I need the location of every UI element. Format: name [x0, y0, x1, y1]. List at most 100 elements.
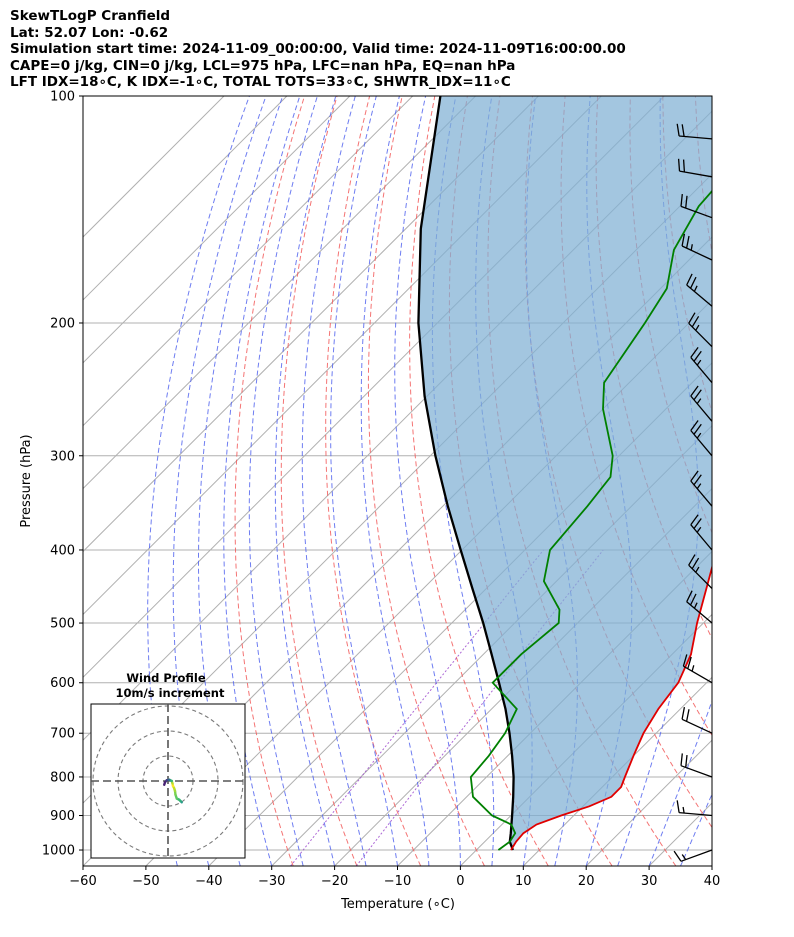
wind-barb — [688, 312, 713, 348]
moist-adiabat-line — [680, 792, 712, 866]
wind-barb-staff — [677, 158, 713, 178]
isotherm-line — [83, 96, 351, 364]
wind-barb-staff — [680, 753, 713, 778]
moist-adiabat-line — [248, 96, 318, 866]
wind-barb — [690, 514, 713, 551]
wind-barb — [676, 123, 713, 140]
index-line: LFT IDX=18∘C, K IDX=-1∘C, TOTAL TOTS=33∘… — [10, 74, 511, 91]
moist-adiabat-line — [617, 96, 699, 866]
axis-ticks: −60 −50 −40 −30 −20 −10 0 10 20 30 40 1000 900 800 700… — [42, 90, 720, 890]
y-axis-label: Pressure (hPa) — [19, 434, 34, 527]
wind-barb — [688, 554, 713, 589]
parcel-profile-line — [417, 96, 515, 851]
wind-barb — [682, 654, 713, 684]
dry-adiabat-line — [728, 96, 794, 866]
wind-barb — [680, 753, 713, 778]
moist-adiabat-line — [330, 96, 398, 866]
dry-adiabat-line — [761, 96, 794, 866]
hodograph-subtitle: 10m/s increment — [116, 686, 225, 700]
y-tick-label: 500 — [50, 617, 75, 632]
moist-adiabat-line — [172, 96, 267, 866]
chart-header: SkewTLogP Cranfield Lat: 52.07 Lon: -0.6… — [10, 8, 626, 91]
hodograph-inset: Wind Profile 10m/s increment — [90, 671, 246, 859]
x-tick-label: −20 — [321, 874, 348, 889]
wind-barb-staff — [686, 590, 713, 624]
wind-barb — [680, 194, 713, 219]
cin-shaded-area — [418, 96, 712, 850]
dry-adiabat-line — [280, 96, 358, 866]
temperature-line — [510, 564, 712, 851]
cape-line: CAPE=0 j/kg, CIN=0 j/kg, LCL=975 hPa, LF… — [10, 57, 516, 74]
wind-barb-staff — [676, 800, 713, 817]
wind-barb — [690, 420, 713, 457]
wind-barb — [681, 233, 713, 261]
hodograph-plot — [91, 704, 245, 858]
x-tick-label: 10 — [515, 874, 532, 889]
wind-barb-staff — [690, 420, 713, 457]
moist-adiabat-line — [744, 96, 794, 866]
y-tick-label: 800 — [50, 770, 75, 785]
wind-barb-staff — [688, 554, 713, 589]
wind-barb-staff — [682, 654, 713, 684]
x-tick-label: 20 — [578, 874, 595, 889]
x-tick-label: −60 — [69, 874, 96, 889]
wind-barb-staff — [690, 347, 713, 384]
x-tick-label: −50 — [132, 874, 159, 889]
x-tick-label: 0 — [456, 874, 464, 889]
wind-barb-staff — [690, 470, 713, 507]
wind-barb — [690, 347, 713, 384]
x-tick-label: 40 — [704, 874, 721, 889]
location-line: Lat: 52.07 Lon: -0.62 — [10, 24, 169, 41]
wind-barb-staff — [686, 273, 713, 307]
y-tick-label: 900 — [50, 809, 75, 824]
dewpoint-line — [469, 189, 712, 851]
isotherm-line — [83, 96, 414, 427]
dry-adiabat-line — [234, 96, 305, 866]
wind-barb — [677, 158, 713, 178]
y-tick-label: 700 — [50, 727, 75, 742]
moist-adiabat-line — [223, 96, 301, 866]
wind-barbs — [673, 123, 713, 862]
moist-adiabat-line — [198, 96, 284, 866]
isotherm-line — [83, 96, 476, 490]
wind-barb-staff — [681, 233, 713, 261]
moist-adiabat-line — [360, 96, 430, 866]
y-tick-label: 600 — [50, 676, 75, 691]
moist-adiabat-line — [274, 96, 337, 866]
wind-barb-staff — [673, 849, 713, 862]
isotherm-line — [83, 96, 288, 301]
x-tick-label: −10 — [384, 874, 411, 889]
dry-adiabat-line — [367, 96, 485, 866]
profiles — [417, 96, 712, 851]
isotherm-line — [522, 676, 712, 866]
time-line: Simulation start time: 2024-11-09_00:00:… — [10, 41, 626, 58]
wind-barb-staff — [690, 385, 713, 422]
x-axis-label: Temperature (∘C) — [340, 897, 455, 912]
hodograph-title: Wind Profile — [126, 671, 206, 685]
wind-barb-staff — [688, 312, 713, 348]
moist-adiabat-line — [301, 96, 367, 866]
wind-barb — [673, 849, 713, 862]
chart-title: SkewTLogP Cranfield — [10, 8, 171, 24]
y-tick-label: 300 — [50, 449, 75, 464]
wind-barb — [681, 706, 713, 734]
x-tick-label: −40 — [195, 874, 222, 889]
wind-barb — [676, 800, 713, 817]
wind-barb — [690, 385, 713, 422]
hodograph-segment — [163, 781, 167, 786]
moist-adiabat-line — [711, 864, 712, 866]
mixing-ratio-line — [290, 549, 544, 866]
isotherm-line — [83, 96, 539, 553]
wind-barb — [686, 273, 713, 307]
isotherm-line — [334, 487, 712, 866]
x-tick-label: 30 — [641, 874, 658, 889]
isotherm-line — [83, 96, 225, 238]
y-tick-label: 1000 — [42, 844, 75, 859]
y-tick-label: 100 — [50, 90, 75, 105]
moist-adiabat-line — [394, 96, 461, 866]
wind-barb — [686, 590, 713, 624]
dry-adiabat-line — [325, 96, 422, 866]
wind-barb-staff — [681, 706, 713, 734]
y-tick-label: 400 — [50, 543, 75, 558]
